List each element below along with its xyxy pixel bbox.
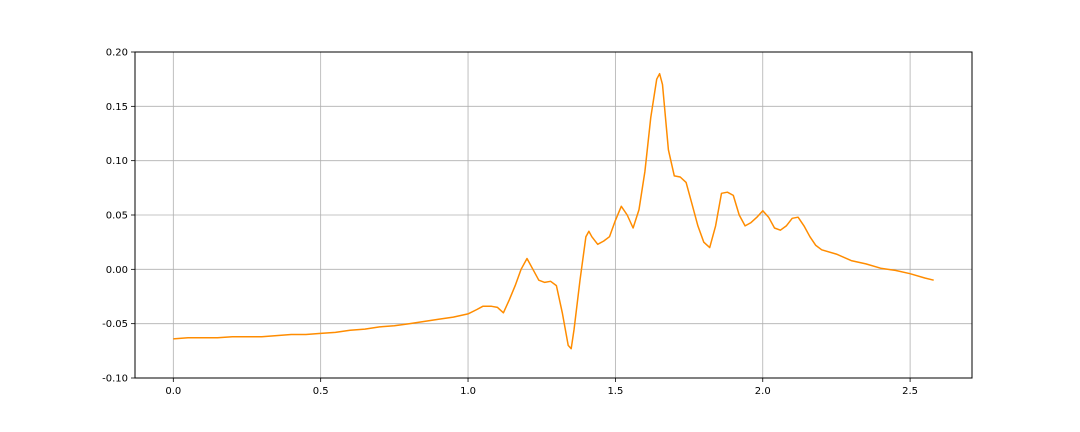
series-line <box>173 72 934 350</box>
x-tick-label: 2.5 <box>902 386 918 397</box>
y-tick-label: 0.05 <box>106 211 128 222</box>
x-tick-label: 1.0 <box>460 386 476 397</box>
x-tick-label: 0.0 <box>165 386 181 397</box>
y-tick-label: 0.10 <box>106 156 128 167</box>
y-tick-label: -0.05 <box>102 319 128 330</box>
x-tick-label: 0.5 <box>313 386 329 397</box>
y-axis: -0.10 -0.05 0.00 0.05 0.10 0.15 0.20 <box>102 48 135 385</box>
y-tick-label: 0.15 <box>106 102 128 113</box>
y-tick-label: 0.00 <box>106 265 128 276</box>
y-tick-label: 0.20 <box>106 48 128 59</box>
x-tick-label: 2.0 <box>755 386 771 397</box>
grid-lines <box>135 51 972 379</box>
y-tick-label: -0.10 <box>102 374 128 385</box>
series-line-layer <box>173 72 934 350</box>
x-axis: 0.0 0.5 1.0 1.5 2.0 2.5 <box>165 378 918 397</box>
x-tick-label: 1.5 <box>607 386 623 397</box>
